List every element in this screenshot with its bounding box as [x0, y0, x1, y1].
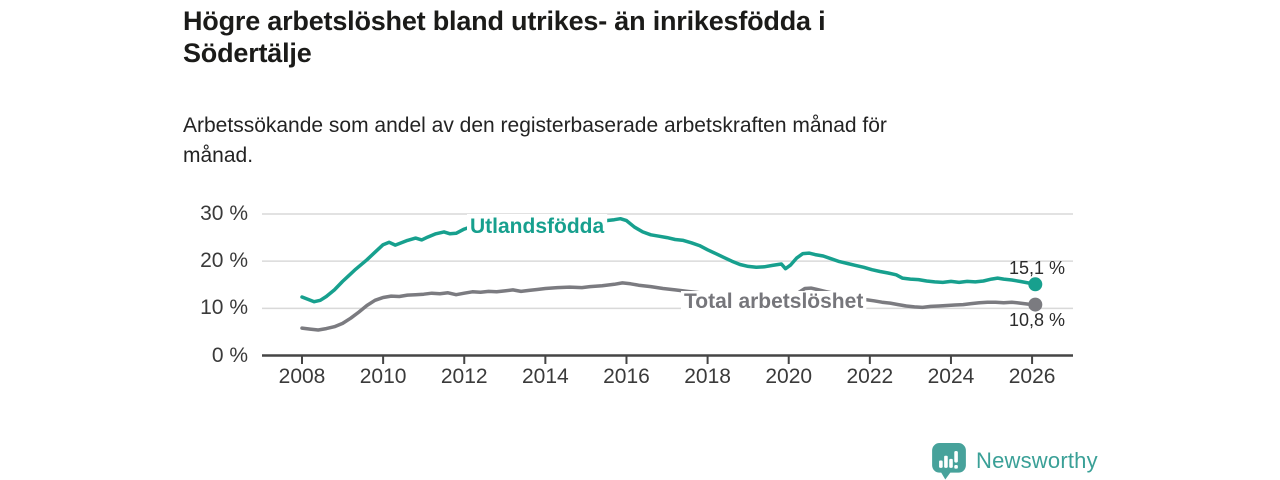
chart-subtitle-line2: månad.: [183, 144, 254, 167]
series-line: [300, 281, 1038, 332]
chart-title-line1: Högre arbetslöshet bland utrikes- än inr…: [183, 6, 826, 36]
end-value-total-arbetsloshet: 10,8 %: [1008, 310, 1065, 330]
chart-subtitle: Arbetssökande som andel av den registerb…: [183, 111, 963, 171]
chart-title-line2: Södertälje: [183, 38, 312, 68]
newsworthy-icon: [932, 443, 966, 480]
series-label-total-arbetsloshet: Total arbetslöshet: [684, 290, 864, 313]
chart-subtitle-line1: Arbetssökande som andel av den registerb…: [183, 114, 887, 137]
chart-title: Högre arbetslöshet bland utrikes- än inr…: [183, 5, 1003, 69]
end-value-utlandsfodda: 15,1 %: [1008, 258, 1065, 278]
label-mask: [467, 214, 608, 239]
label-mask: [681, 291, 867, 313]
newsworthy-logo: Newsworthy: [931, 442, 1098, 480]
series-end-dot: [1028, 297, 1043, 312]
newsworthy-wordmark: Newsworthy: [976, 448, 1098, 473]
series-label-utlandsfodda: Utlandsfödda: [470, 215, 605, 238]
series-end-dot: [1028, 277, 1043, 292]
series-line: [300, 216, 1038, 304]
